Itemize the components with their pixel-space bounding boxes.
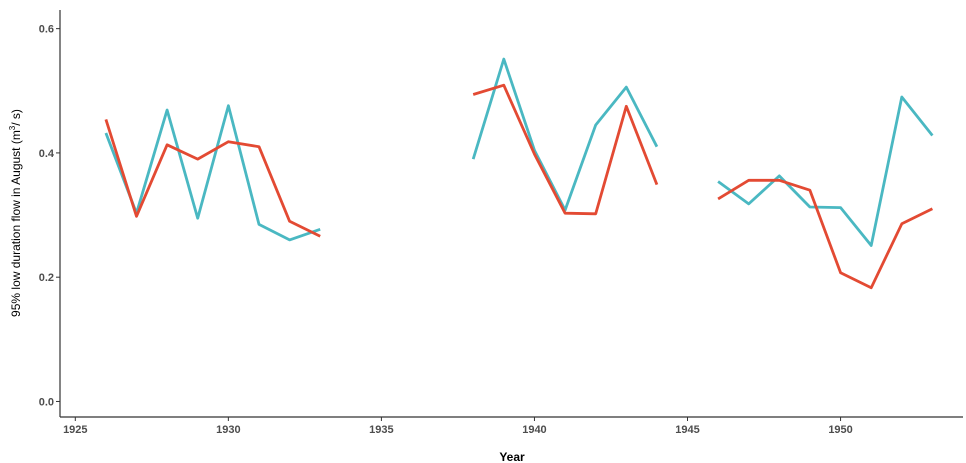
x-tick-label: 1950 [828,424,852,436]
y-axis-title: 95% low duration flow in August (m3/ s) [8,109,23,317]
series-2-line [717,178,934,290]
x-tick-label: 1945 [675,424,699,436]
x-tick-label: 1940 [522,424,546,436]
series-2-line [472,83,659,216]
y-tick-label: 0.6 [39,24,54,36]
series-1-line [104,104,321,242]
series-1-line [471,57,659,212]
series-1-line [717,95,934,247]
y-tick-label: 0.2 [39,272,54,284]
x-ticks: 1925 1930 1935 1940 1945 1950 [63,417,853,436]
x-tick-label: 1925 [63,424,87,436]
x-tick-label: 1930 [216,424,240,436]
y-tick-label: 0.0 [39,396,54,408]
y-axis-title-prefix: 95% low duration flow in August (m [9,130,23,317]
x-tick-label: 1935 [369,424,393,436]
series-layer [104,57,934,290]
y-axis-title-superscript: 3 [8,125,17,130]
series-2-line [104,118,321,238]
y-tick-label: 0.4 [39,148,55,160]
y-axis-title-suffix: / s) [9,109,23,126]
y-ticks: 0.0 0.2 0.4 0.6 [39,24,60,408]
x-axis-title: Year [499,450,525,463]
